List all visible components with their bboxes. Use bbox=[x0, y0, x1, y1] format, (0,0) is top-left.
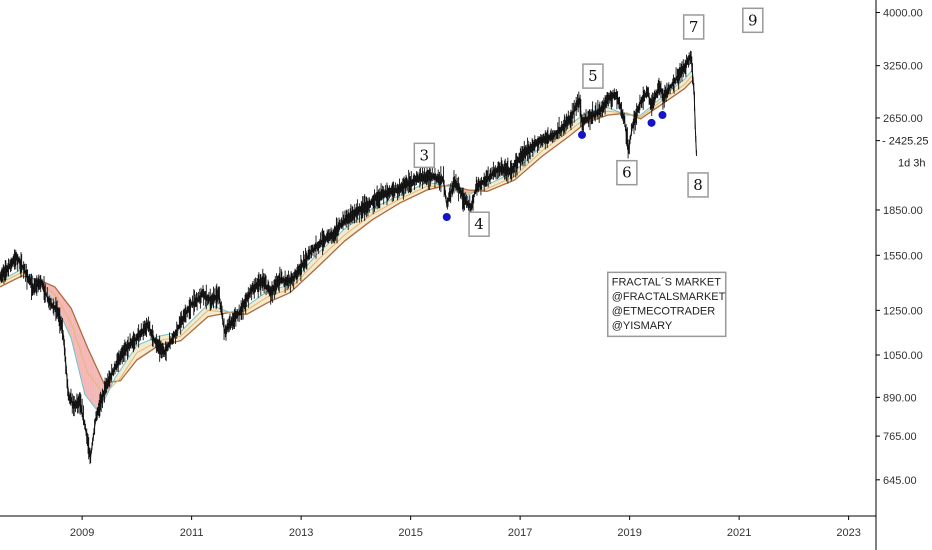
ribbon-segment bbox=[492, 181, 495, 190]
ribbon-segment bbox=[74, 316, 77, 361]
annotation-line: @YISMARY bbox=[612, 320, 673, 332]
ribbon-segment bbox=[501, 176, 504, 186]
y-tick-label: 890.00 bbox=[883, 392, 917, 404]
annotation-frame bbox=[606, 271, 727, 338]
ribbon-segment bbox=[81, 332, 84, 388]
wave-label-5: 5 bbox=[582, 63, 604, 89]
y-tick-label: 3250.00 bbox=[883, 61, 923, 73]
wave-label-box bbox=[616, 159, 638, 186]
wave-label-box bbox=[687, 172, 709, 198]
wave-label-text: 9 bbox=[748, 11, 758, 29]
ema-fast-line bbox=[0, 69, 693, 414]
signal-dot bbox=[658, 111, 667, 120]
ribbon-segment bbox=[94, 362, 97, 410]
ribbon-segment bbox=[127, 356, 130, 373]
y-tick-label: 1850.00 bbox=[883, 205, 923, 217]
signal-dot bbox=[647, 118, 656, 127]
price-line bbox=[0, 53, 697, 459]
wave-label-9: 9 bbox=[742, 7, 764, 34]
ribbon-segment bbox=[494, 180, 498, 189]
last-price-label: - 2425.25 bbox=[882, 136, 928, 148]
wave-label-text: 5 bbox=[588, 67, 598, 85]
annotation-box: FRACTAL´S MARKET @FRACTALSMARKET @ETMECOTR… bbox=[606, 271, 727, 338]
x-tick-label: 2019 bbox=[617, 527, 641, 539]
x-tick-label: 2021 bbox=[727, 527, 751, 539]
wave-label-4: 4 bbox=[468, 211, 490, 237]
wave-label-text: 6 bbox=[622, 164, 632, 182]
wave-label-3: 3 bbox=[413, 142, 436, 169]
ribbon-segment bbox=[70, 306, 73, 343]
wave-label-8: 8 bbox=[687, 172, 709, 198]
price-bars bbox=[0, 50, 697, 465]
wave-label-box bbox=[682, 14, 705, 40]
ribbon-segment bbox=[129, 353, 132, 370]
annotation-line: @FRACTALSMARKET bbox=[612, 291, 726, 303]
annotation-line: @ETMECOTRADER bbox=[612, 305, 716, 317]
y-tick-label: 1550.00 bbox=[883, 250, 923, 262]
ribbon-segment bbox=[116, 373, 119, 382]
y-tick-label: 645.00 bbox=[883, 475, 917, 487]
x-tick-label: 2017 bbox=[508, 527, 532, 539]
wave-label-text: 3 bbox=[420, 146, 430, 164]
ribbon-segment bbox=[497, 179, 500, 188]
ribbon-segment bbox=[72, 310, 75, 352]
wave-label-text: 7 bbox=[689, 18, 699, 36]
x-tick-label: 2009 bbox=[70, 527, 94, 539]
wave-label-text: 4 bbox=[474, 215, 484, 233]
y-tick-label: 765.00 bbox=[883, 431, 917, 443]
ema-slow-line bbox=[0, 79, 694, 385]
y-tick-label: 1250.00 bbox=[883, 305, 923, 317]
wave-label-box bbox=[582, 63, 604, 89]
signal-dot bbox=[577, 130, 586, 139]
ribbon-segment bbox=[89, 352, 92, 404]
ribbon-segment bbox=[78, 326, 82, 379]
x-tick-label: 2011 bbox=[180, 527, 204, 539]
ribbon-segment bbox=[91, 357, 95, 407]
wave-label-7: 7 bbox=[682, 14, 705, 40]
ribbon-segment bbox=[488, 183, 491, 191]
ribbon-segment bbox=[499, 177, 502, 187]
wave-label-box bbox=[413, 142, 436, 169]
wave-label-box bbox=[468, 211, 490, 237]
ribbon-segment bbox=[83, 337, 86, 396]
wave-label-text: 8 bbox=[693, 176, 703, 194]
x-tick-label: 2013 bbox=[289, 527, 313, 539]
ribbon-segment bbox=[490, 182, 493, 190]
x-tick-label: 2015 bbox=[398, 527, 422, 539]
wave-label-6: 6 bbox=[616, 159, 638, 186]
plot-area: 3 4 5 6 7 8 9 FRACTAL´S MARKET @FRACTALSMARKET @E… bbox=[0, 7, 764, 465]
annotation-line: FRACTAL´S MARKET bbox=[612, 276, 721, 288]
ribbon-segment bbox=[96, 366, 99, 413]
x-tick-label: 2023 bbox=[836, 527, 860, 539]
signal-dot bbox=[442, 212, 451, 221]
y-tick-label: 2650.00 bbox=[883, 113, 923, 125]
ribbon-segment bbox=[76, 321, 79, 370]
timeframe-label: 1d 3h bbox=[898, 158, 926, 170]
y-tick-label: 4000.00 bbox=[883, 7, 923, 19]
wave-label-box bbox=[742, 7, 764, 34]
y-tick-label: 1050.00 bbox=[883, 350, 923, 362]
